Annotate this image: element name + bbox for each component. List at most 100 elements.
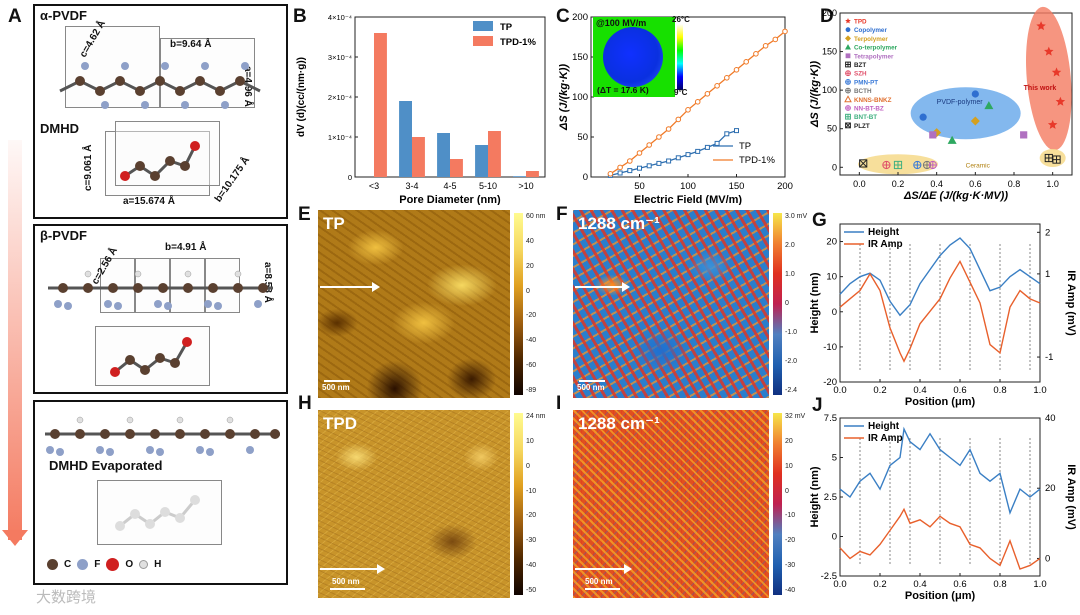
point-coterpolymer [947, 135, 957, 144]
data-point [695, 148, 701, 154]
legend-h: H [154, 559, 162, 570]
colorbar-tick-label: -40 [526, 337, 537, 345]
y-tick-label: -10 [823, 342, 837, 353]
data-point [675, 116, 682, 123]
afm-height-map-tpd: TPD 500 nm [318, 410, 510, 598]
y-axis-label: Height (nm) [809, 272, 821, 333]
x-tick-label: 1.0 [1033, 385, 1046, 396]
colorbar-tick-label: -20 [785, 537, 796, 545]
fluorine-atom-icon [77, 559, 89, 570]
thermal-inset: @100 MV/m (ΔT = 17.6 K) [593, 17, 675, 97]
series-line-iramp [839, 259, 1041, 363]
data-point [665, 126, 672, 132]
colorbar-f [773, 213, 782, 395]
x-tick-label: 0.2 [873, 579, 886, 590]
y-tick-label: 0 [832, 532, 837, 543]
x-tick-label: 4-5 [443, 181, 456, 191]
inset-tmin: 9°C [674, 88, 688, 97]
scan-arrow-head [372, 282, 380, 292]
colorbar-tick-label: -40 [526, 562, 537, 570]
bar-tp [513, 176, 526, 177]
colorbar-tick-label: 2.0 [785, 242, 795, 249]
panel-label-g: G [812, 210, 827, 231]
panel-label-d: D [820, 6, 834, 27]
x-tick-label: 150 [729, 181, 745, 192]
x-tick-label: 0.8 [993, 579, 1006, 590]
inset-tmax: 26°C [672, 15, 690, 24]
legend-marker [845, 122, 851, 129]
scale-bar [330, 588, 365, 590]
y-axis-label: dV (d)(cc/(nm·g)) [296, 57, 307, 137]
scan-arrow-head [622, 282, 630, 292]
x-tick-label: 0.8 [993, 385, 1006, 396]
evap-ghost-molecule [115, 495, 200, 531]
x-axis-label: ΔS/ΔE (J/(kg·K·MV)) [903, 190, 1008, 202]
data-point [646, 142, 652, 148]
x-tick-label: 100 [680, 181, 696, 192]
afm-height-map-tp: TP 500 nm [318, 210, 510, 398]
y-tick-label: 0 [583, 172, 588, 183]
colorbar-tick-label: 0 [785, 300, 789, 307]
x-tick-label: 0.0 [833, 385, 846, 396]
point-tpd [1051, 67, 1062, 77]
data-point [636, 150, 643, 156]
inset-delta: (ΔT = 17.6 K) [597, 85, 649, 95]
map-e-label: TP [323, 214, 345, 233]
oxygen-atom-icon [106, 558, 120, 571]
colorbar-tick-label: -20 [526, 512, 537, 520]
colorbar-tick-label: 10 [785, 462, 793, 470]
y-tick-label: 0 [832, 307, 837, 318]
x-axis-label: Position (μm) [905, 590, 976, 602]
colorbar-tick-label: -10 [526, 487, 537, 495]
colorbar-tick-label: 20 [785, 437, 793, 445]
series-line-iramp [839, 507, 1041, 570]
legend-label: KNNS-BNKZ [854, 97, 892, 104]
scale-bar [579, 380, 605, 382]
data-point [627, 158, 633, 164]
data-point [714, 83, 720, 89]
colorbar-tick-label: -1.0 [785, 329, 798, 336]
y-tick-label: 4×10⁻⁴ [328, 13, 352, 22]
colorbar-tick-label: 60 nm [526, 213, 546, 220]
point-plzt-cross [859, 159, 868, 168]
bar-tpd1 [412, 137, 425, 177]
x-tick-label: 0.0 [833, 579, 846, 590]
scale-text: 500 nm [332, 577, 360, 586]
colorbar-tick-label: -2.0 [785, 358, 798, 365]
bar-tpd1 [450, 159, 463, 177]
colorbar-tick-label: -60 [526, 362, 537, 370]
y-tick-label: 100 [822, 85, 837, 95]
point-bzt-cross [1052, 155, 1061, 164]
x-tick-label: 200 [777, 181, 793, 192]
x-tick-label: >10 [518, 181, 533, 191]
data-point [675, 155, 681, 161]
y-axis-label: ΔS (J/(kg·K)) [558, 64, 570, 131]
point-tetrapolymer [1020, 131, 1028, 139]
colorbar-tick-label: 32 mV [785, 413, 806, 420]
colorbar-tick-label: -40 [785, 587, 796, 594]
y-tick-label: 1×10⁻⁴ [328, 133, 352, 142]
panel-label-h: H [298, 393, 312, 414]
legend-marker-cross [845, 88, 851, 93]
data-point [617, 164, 623, 171]
y2-tick-label: 2 [1045, 227, 1050, 238]
beta-b: b=4.91 Å [165, 242, 207, 253]
beta-pvdf-box: β-PVDF c=2.56 Å b=4.91 Å a=8.58 Å [33, 224, 288, 394]
legend-label: TPD [854, 19, 867, 26]
y-tick-label: 150 [822, 47, 837, 57]
x-axis-label: Electric Field (MV/m) [634, 194, 743, 205]
point-tpd [1044, 46, 1054, 56]
y-tick-label: 200 [822, 8, 837, 18]
point-szh-cross [882, 161, 890, 169]
colorbar-tick-label: -20 [526, 312, 537, 320]
y2-tick-label: 40 [1045, 413, 1056, 424]
pore-diameter-bar-chart: 0 1×10⁻⁴ 2×10⁻⁴ 3×10⁻⁴ 4×10⁻⁴ <3 3-4 4-5 5-10 >10… [296, 13, 546, 205]
alpha-pvdf-box: α-PVDF c=4.62 Å b=9.64 Å a=4.96 Å DMHD c… [33, 4, 288, 219]
data-point [666, 158, 672, 164]
this-work-region [1026, 6, 1072, 151]
point-coterpolymer [984, 101, 994, 110]
colorbar-tick-label: 10 [526, 437, 534, 445]
legend-label: Tetrapolymer [854, 53, 894, 60]
legend-marker [845, 27, 851, 33]
